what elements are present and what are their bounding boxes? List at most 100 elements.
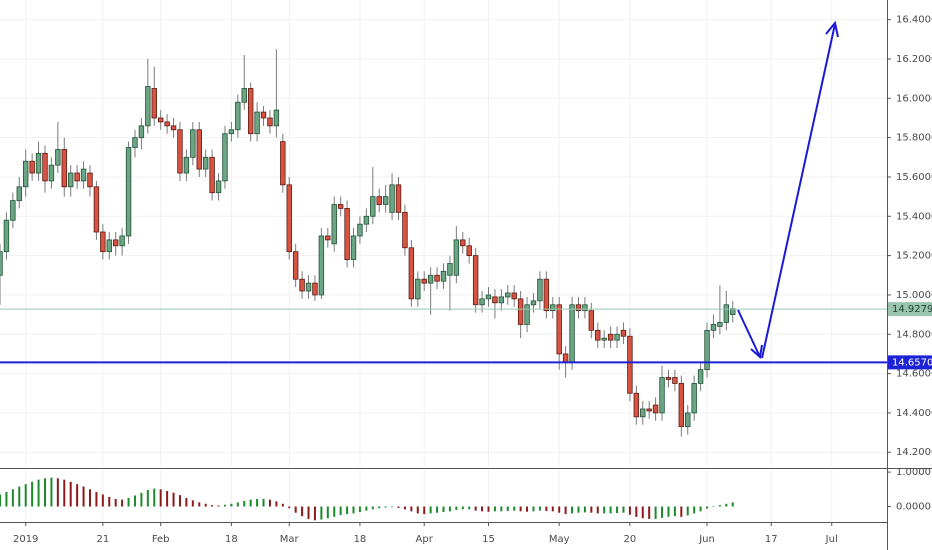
candle-body [16,186,22,201]
histogram-bar [56,478,59,507]
candle-body [267,117,273,127]
candle-body [350,235,357,260]
histogram-bar [661,506,664,518]
x-tick-label: Jun [698,534,715,545]
histogram-bar [519,506,522,512]
candle-body [614,333,620,341]
arrow-up [761,23,836,359]
candle-body [48,164,55,182]
candle-body [286,184,292,253]
candle-body [254,111,260,135]
candle-body [537,278,543,302]
histogram-bar [133,495,136,507]
histogram-bar [442,506,445,513]
candle-body [402,211,408,249]
y-tick-label: 15.20000 [896,251,932,262]
candle-body [209,156,215,194]
histogram-bar [339,506,342,516]
candle-body [376,196,382,205]
candle-body [633,392,640,418]
histogram-bar [172,492,175,507]
candle-body [125,147,132,237]
histogram-bar [230,503,233,507]
x-tick-label: May [549,534,570,545]
histogram-bar [603,506,606,514]
histogram-bar [82,486,85,507]
candle-body [55,149,61,166]
histogram-bar [121,499,124,507]
x-tick-label: 18 [225,534,238,545]
candle-body [106,239,112,253]
histogram-bar [37,479,40,507]
candle-body [601,337,607,341]
histogram-bar [725,503,728,507]
histogram-bar [673,506,676,517]
histogram-bar [397,506,400,508]
histogram-bar [590,506,593,513]
candle-body [202,156,209,170]
candle-body [235,101,241,131]
candle-body [74,172,80,182]
price-tag-label: 14.65700 [892,357,932,368]
histogram-bar [538,506,541,511]
histogram-bar [487,506,490,512]
histogram-bar [191,500,194,507]
histogram-bar [448,506,451,512]
histogram-bar [249,499,252,507]
histogram-bar [378,506,381,509]
histogram-bar [429,506,432,514]
candle-body [61,149,67,188]
candle-body [344,208,350,260]
histogram-bar [551,506,554,512]
histogram-bar [50,477,53,507]
histogram-bar [5,492,8,507]
histogram-bar [198,502,201,507]
histogram-bar [0,494,1,507]
y-tick-label: 16.20000 [896,54,932,65]
histogram-bar [76,484,79,507]
candle-body [215,180,222,194]
histogram-bar [583,506,586,513]
histogram-bar [43,478,46,507]
candle-body [312,282,318,296]
arrow-head [825,20,839,38]
histogram-bar [18,486,21,507]
candle-body [607,333,614,341]
y-tick-label: 14.60000 [896,369,932,380]
histogram-bar [333,506,336,517]
histogram-bar [108,496,111,507]
x-tick-label: Mar [280,534,300,545]
histogram-bar [69,481,72,507]
candle-body [357,223,363,237]
candle-body [0,251,3,276]
histogram-bar [403,506,406,510]
candle-body [228,129,235,135]
histogram-bar [416,506,419,514]
candle-body [575,304,582,312]
candle-body [665,377,672,380]
histogram-bar [281,503,284,507]
candle-body [447,263,453,276]
candle-body [620,329,627,337]
candle-body [337,204,344,209]
candle-body [460,239,466,247]
histogram-bar [648,506,651,519]
histogram-bar [436,506,439,513]
candle-body [595,329,601,341]
candle-body [164,121,170,127]
candle-body [363,215,370,225]
candle-body [672,377,678,384]
x-tick-label: Feb [152,534,170,545]
candle-body [582,304,588,312]
x-tick-label: 18 [354,534,367,545]
candle-body [3,219,10,253]
candle-body [29,160,35,174]
histogram-bar [622,506,625,513]
candle-body [190,129,196,158]
histogram-bar [532,506,535,512]
annotation-arrows [737,20,839,359]
y-tick-label: 15.80000 [896,133,932,144]
arrow-head [750,344,763,359]
candle-body [395,184,402,213]
